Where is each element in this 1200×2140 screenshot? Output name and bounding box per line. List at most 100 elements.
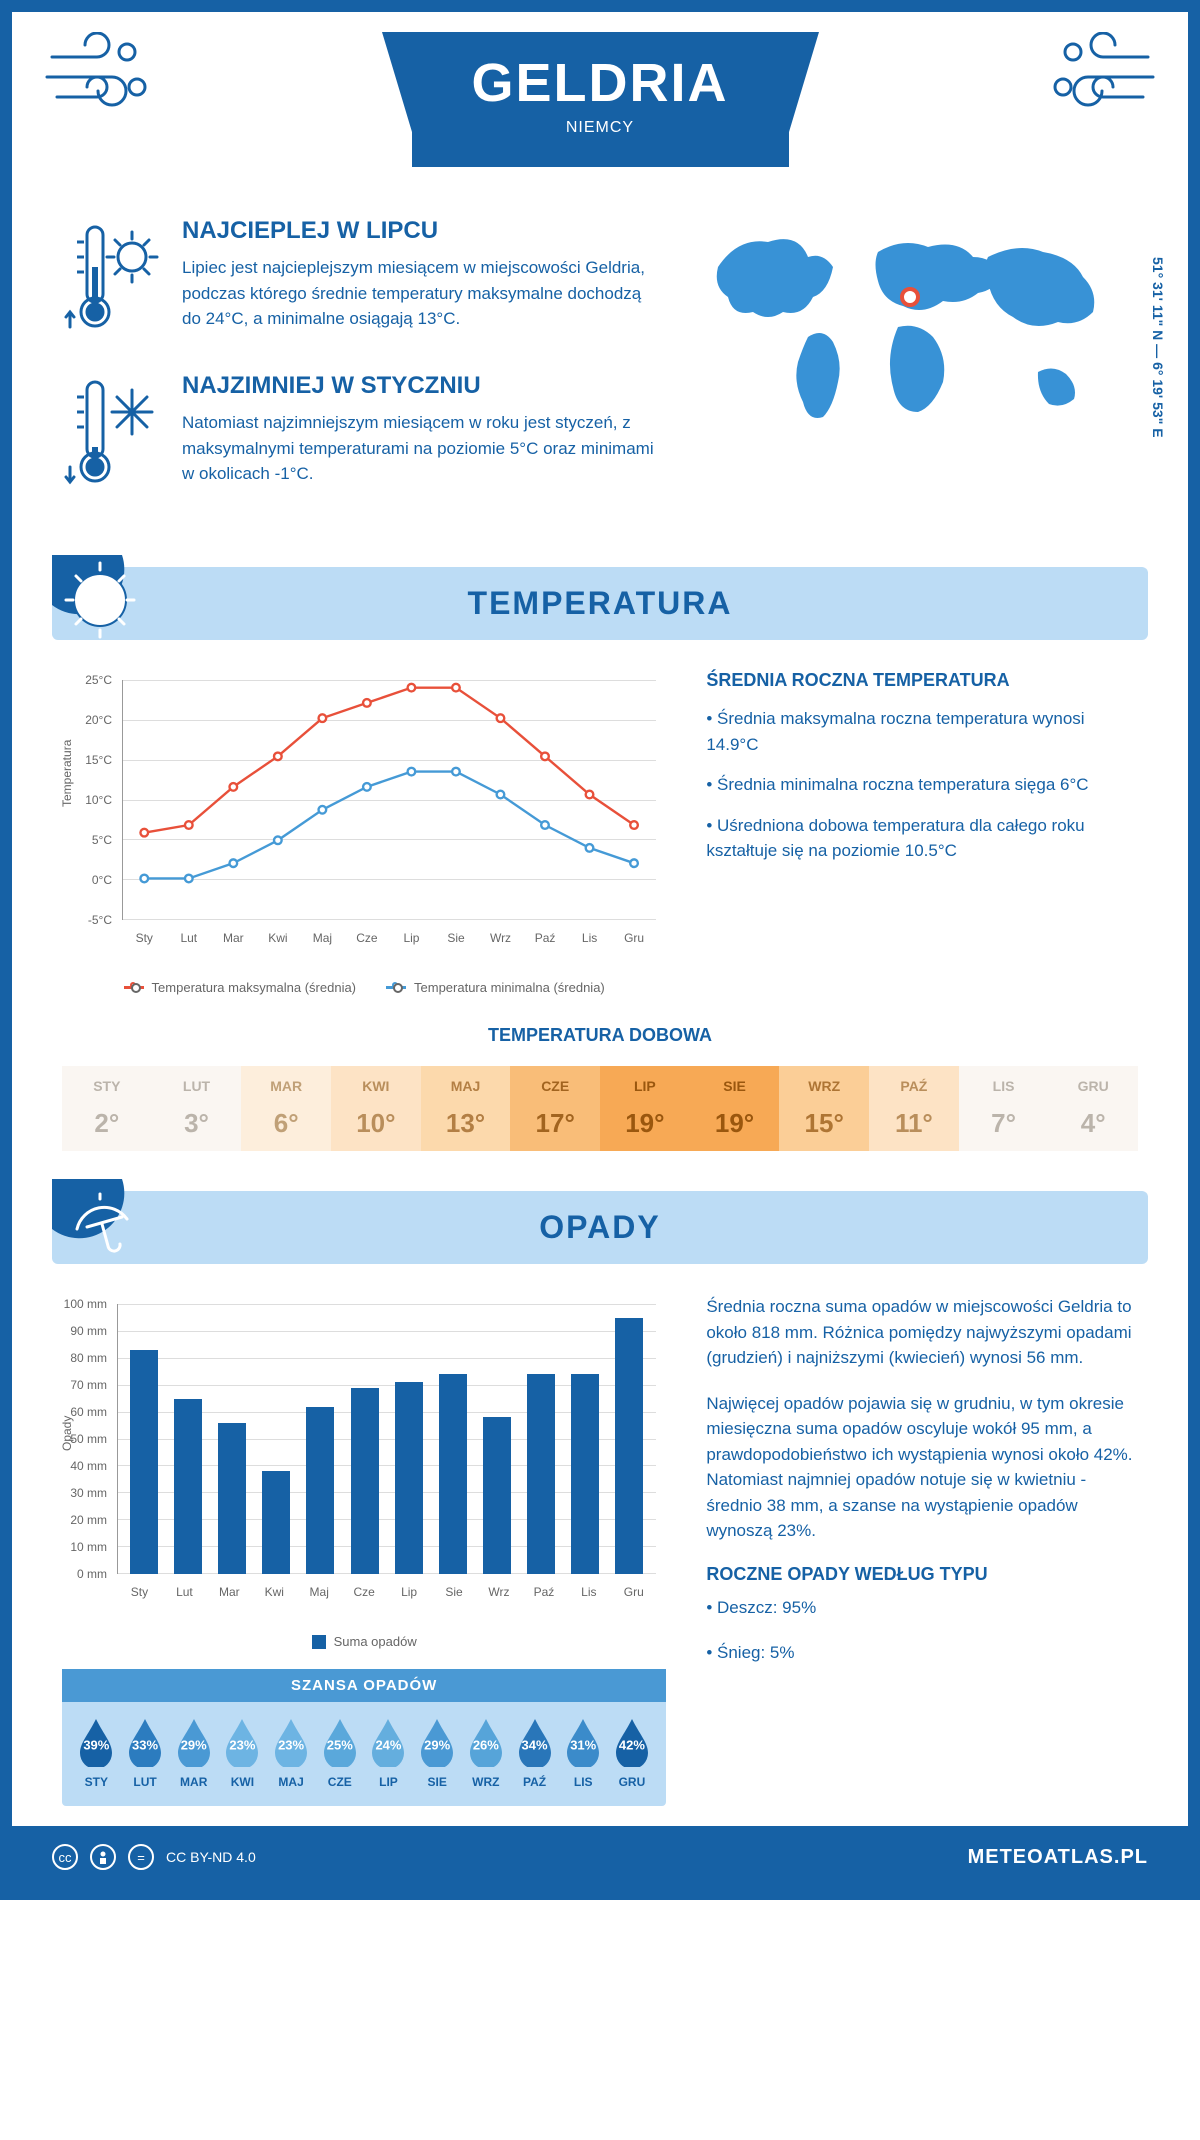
precip-bar xyxy=(306,1407,334,1574)
precip-bar xyxy=(351,1388,379,1574)
precipitation-title: OPADY xyxy=(52,1209,1148,1246)
chance-value: 29% xyxy=(181,1737,207,1752)
daily-temp-cell: CZE17° xyxy=(510,1066,600,1151)
chance-cell: 33%LUT xyxy=(121,1717,170,1789)
chance-cell: 39%STY xyxy=(72,1717,121,1789)
chance-month: PAŹ xyxy=(510,1775,559,1789)
temp-legend: Temperatura maksymalna (średnia) Tempera… xyxy=(62,980,666,995)
x-tick-label: Maj xyxy=(300,931,345,945)
raindrop-icon: 26% xyxy=(466,1717,506,1767)
daily-temp-cell: LIS 7° xyxy=(959,1066,1049,1151)
y-tick-label: 90 mm xyxy=(70,1324,107,1338)
chance-cell: 26% WRZ xyxy=(462,1717,511,1789)
chance-month: CZE xyxy=(315,1775,364,1789)
daily-temp-value: 19° xyxy=(625,1108,664,1138)
wind-icon xyxy=(42,32,152,127)
raindrop-icon: 23% xyxy=(222,1717,262,1767)
y-tick-label: 70 mm xyxy=(70,1378,107,1392)
chance-month: WRZ xyxy=(462,1775,511,1789)
precip-bar xyxy=(615,1318,643,1575)
x-tick-label: Paź xyxy=(523,931,568,945)
daily-temp-cell: MAJ13° xyxy=(421,1066,511,1151)
y-tick-label: 50 mm xyxy=(70,1432,107,1446)
y-tick-label: 10°C xyxy=(85,793,112,807)
precip-bar xyxy=(571,1374,599,1574)
precip-bar xyxy=(174,1399,202,1575)
daily-temp-value: 10° xyxy=(356,1108,395,1138)
temperature-line-chart: Temperatura -5°C0°C5°C10°C15°C20°C25°C S… xyxy=(62,670,666,970)
raindrop-icon: 25% xyxy=(320,1717,360,1767)
daily-temp-cell: SIE19° xyxy=(690,1066,780,1151)
daily-temp-month: STY xyxy=(62,1078,152,1094)
precip-p2: Najwięcej opadów pojawia się w grudniu, … xyxy=(706,1391,1138,1544)
chance-cell: 31%LIS xyxy=(559,1717,608,1789)
daily-temp-cell: STY 2° xyxy=(62,1066,152,1151)
daily-temp-table: STY2°LUT3°MAR6°KWI10°MAJ13°CZE17°LIP19°S… xyxy=(62,1066,1138,1151)
precip-bar xyxy=(130,1350,158,1574)
coordinates: 51° 31' 11" N — 6° 19' 53" E xyxy=(1150,257,1166,438)
chance-cell: 23% KWI xyxy=(218,1717,267,1789)
x-tick-label: Lut xyxy=(167,931,212,945)
y-tick-label: -5°C xyxy=(88,913,112,927)
chance-cell: 23%MAJ xyxy=(267,1717,316,1789)
chance-month: STY xyxy=(72,1775,121,1789)
daily-temp-value: 6° xyxy=(274,1108,299,1138)
precip-bar xyxy=(527,1374,555,1574)
daily-temp-cell: MAR6° xyxy=(241,1066,331,1151)
x-tick-label: Kwi xyxy=(256,931,301,945)
daily-temp-month: WRZ xyxy=(779,1078,869,1094)
daily-temp-month: LIP xyxy=(600,1078,690,1094)
x-tick-label: Lip xyxy=(389,931,434,945)
umbrella-icon xyxy=(52,1179,147,1279)
x-tick-label: Cze xyxy=(342,1585,387,1599)
daily-temp-month: LIS xyxy=(959,1078,1049,1094)
y-tick-label: 0 mm xyxy=(77,1567,107,1581)
raindrop-icon: 34% xyxy=(515,1717,555,1767)
daily-temp-month: MAJ xyxy=(421,1078,511,1094)
precipitation-chance-box: SZANSA OPADÓW 39%STY33%LUT29%MAR23%KWI23… xyxy=(62,1669,666,1806)
daily-temp-month: KWI xyxy=(331,1078,421,1094)
y-tick-label: 20°C xyxy=(85,713,112,727)
cc-icon: cc xyxy=(52,1844,78,1870)
thermometer-cold-icon xyxy=(62,372,162,497)
wind-icon xyxy=(1048,32,1158,127)
x-tick-label: Gru xyxy=(612,931,657,945)
temp-info-title: ŚREDNIA ROCZNA TEMPERATURA xyxy=(706,670,1138,691)
page-subtitle: NIEMCY xyxy=(472,119,729,137)
x-tick-label: Lut xyxy=(162,1585,207,1599)
chance-month: KWI xyxy=(218,1775,267,1789)
precip-bar xyxy=(262,1471,290,1574)
temperature-section-header: TEMPERATURA xyxy=(52,567,1148,640)
by-icon xyxy=(90,1844,116,1870)
warmest-block: NAJCIEPLEJ W LIPCU Lipiec jest najcieple… xyxy=(62,217,658,342)
raindrop-icon: 31% xyxy=(563,1717,603,1767)
daily-temp-value: 2° xyxy=(94,1108,119,1138)
footer: cc = CC BY-ND 4.0 METEOATLAS.PL xyxy=(12,1826,1188,1888)
chance-cell: 24%LIP xyxy=(364,1717,413,1789)
chance-value: 42% xyxy=(619,1737,645,1752)
daily-temp-title: TEMPERATURA DOBOWA xyxy=(62,1025,1138,1046)
y-tick-label: 30 mm xyxy=(70,1486,107,1500)
x-tick-label: Maj xyxy=(297,1585,342,1599)
chance-value: 33% xyxy=(132,1737,158,1752)
precip-bar xyxy=(218,1423,246,1574)
x-tick-label: Wrz xyxy=(478,931,523,945)
daily-temp-value: 11° xyxy=(895,1108,933,1138)
x-tick-label: Paź xyxy=(521,1585,566,1599)
y-tick-label: 20 mm xyxy=(70,1513,107,1527)
precip-bar xyxy=(395,1382,423,1574)
legend-max-label: Temperatura maksymalna (średnia) xyxy=(152,980,356,995)
chance-value: 24% xyxy=(375,1737,401,1752)
license-text: CC BY-ND 4.0 xyxy=(166,1849,256,1865)
daily-temp-cell: WRZ15° xyxy=(779,1066,869,1151)
daily-temp-value: 7° xyxy=(991,1108,1016,1138)
chance-cell: 29%SIE xyxy=(413,1717,462,1789)
daily-temp-cell: GRU4° xyxy=(1048,1066,1138,1151)
header: GELDRIA NIEMCY xyxy=(12,12,1188,197)
coldest-block: NAJZIMNIEJ W STYCZNIU Natomiast najzimni… xyxy=(62,372,658,497)
chance-month: MAJ xyxy=(267,1775,316,1789)
daily-temp-value: 3° xyxy=(184,1108,209,1138)
chance-value: 31% xyxy=(570,1737,596,1752)
daily-temp-cell: LIP 19° xyxy=(600,1066,690,1151)
y-tick-label: 80 mm xyxy=(70,1351,107,1365)
